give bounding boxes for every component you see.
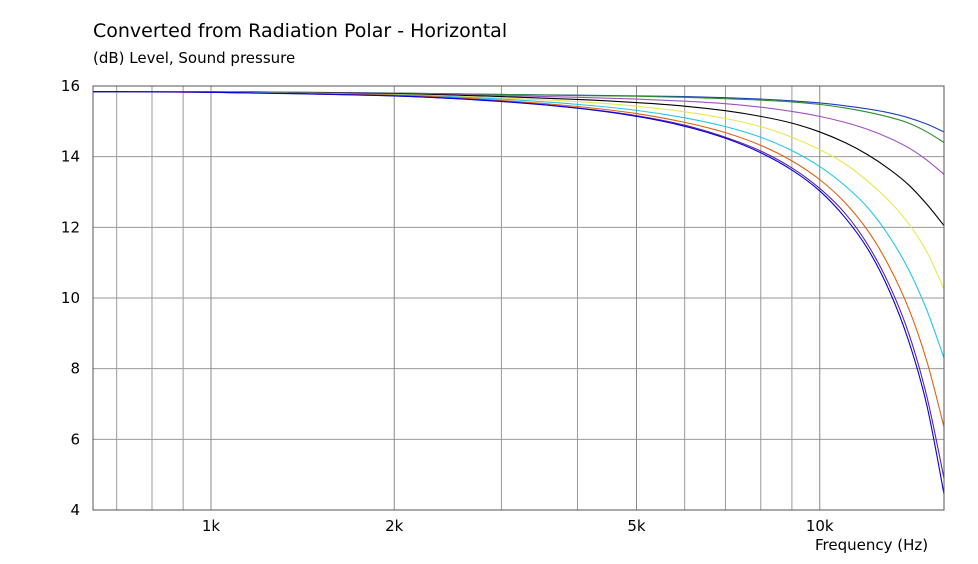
y-tick-label: 12: [61, 218, 80, 236]
y-tick-label: 6: [70, 430, 80, 448]
x-tick-label: 1k: [202, 517, 221, 535]
y-tick-label: 16: [61, 77, 80, 95]
grid: [93, 85, 944, 511]
x-tick-labels: 1k 2k 5k 10k: [202, 517, 834, 535]
series-line-7: [92, 91, 945, 428]
series-line-8: [92, 91, 945, 479]
x-tick-label: 2k: [385, 517, 404, 535]
series-lines: [92, 90, 945, 495]
series-line-4: [92, 91, 945, 226]
x-tick-label: 5k: [627, 517, 646, 535]
series-line-5: [92, 91, 945, 290]
series-line-9: [92, 91, 945, 495]
x-axis-label: Frequency (Hz): [815, 536, 929, 554]
x-tick-label: 10k: [806, 517, 834, 535]
y-tick-label: 14: [61, 148, 80, 166]
y-tick-label: 4: [70, 501, 80, 519]
plot-frame: [92, 85, 945, 511]
y-tick-labels: 4 6 8 10 12 14 16: [61, 77, 80, 519]
y-tick-label: 8: [70, 360, 80, 378]
series-line-6: [92, 91, 945, 359]
y-axis-label: (dB) Level, Sound pressure: [93, 49, 296, 67]
y-tick-label: 10: [61, 289, 80, 307]
chart-title: Converted from Radiation Polar - Horizon…: [93, 20, 508, 42]
